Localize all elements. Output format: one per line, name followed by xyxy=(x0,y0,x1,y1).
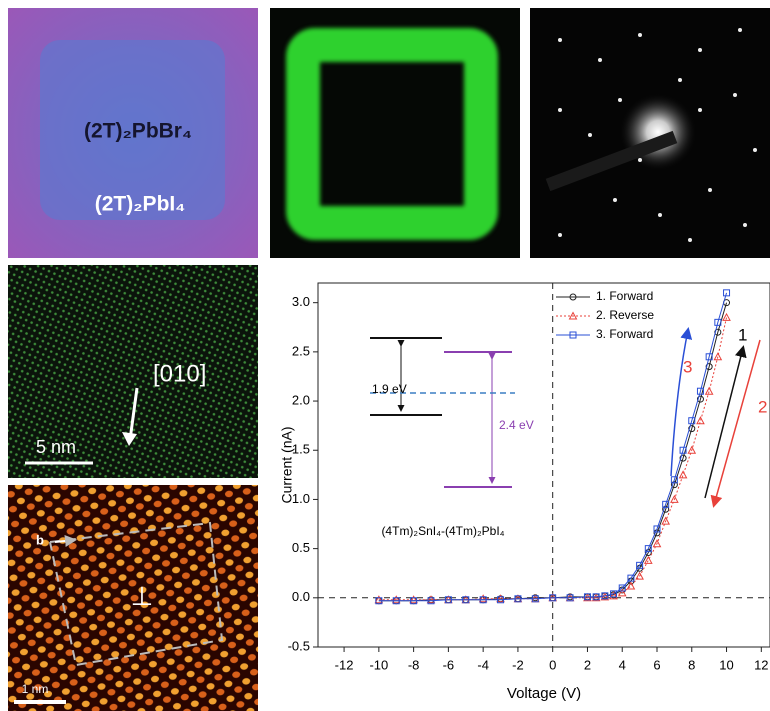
sweep-label: 3 xyxy=(683,357,692,376)
y-tick-label: 0.0 xyxy=(292,589,310,604)
x-tick-label: -10 xyxy=(369,657,388,672)
lattice-panel: [010] 5 nm xyxy=(8,265,258,478)
stem-panel: b ⊥ 1 nm xyxy=(8,485,258,711)
x-tick-label: -12 xyxy=(335,657,354,672)
page: (2T)₂PbBr₄ (2T)₂PbI₄ [010] 5 nm b ⊥ 1 nm xyxy=(0,0,770,711)
x-tick-label: 4 xyxy=(619,657,626,672)
gap-label: 2.4 eV xyxy=(499,418,534,432)
x-tick-label: -8 xyxy=(408,657,420,672)
x-axis-label: Voltage (V) xyxy=(507,685,581,702)
y-tick-label: 0.5 xyxy=(292,540,310,555)
diffraction-panel xyxy=(530,8,770,258)
y-tick-label: 3.0 xyxy=(292,294,310,309)
scale-label: 1 nm xyxy=(22,682,49,696)
x-tick-label: -4 xyxy=(477,657,489,672)
x-tick-label: 12 xyxy=(754,657,768,672)
x-tick-label: 6 xyxy=(653,657,660,672)
outer-label: (2T)₂PbI₄ xyxy=(95,193,186,216)
x-tick-label: 10 xyxy=(719,657,733,672)
x-tick-label: 8 xyxy=(688,657,695,672)
y-tick-label: 1.0 xyxy=(292,491,310,506)
sweep-label: 1 xyxy=(738,325,747,344)
gap-label: 1.9 eV xyxy=(372,382,407,396)
legend-label: 3. Forward xyxy=(596,327,653,341)
direction-label: [010] xyxy=(153,360,206,387)
scale-label: 5 nm xyxy=(36,437,76,457)
legend-label: 1. Forward xyxy=(596,289,653,303)
y-tick-label: -0.5 xyxy=(288,638,310,653)
heterostructure-label: (4Tm)₂SnI₄-(4Tm)₂PbI₄ xyxy=(381,524,504,538)
y-tick-label: 1.5 xyxy=(292,442,310,457)
iv-chart: Current (nA) Voltage (V) 1.9 eV 2.4 eV (… xyxy=(265,265,770,711)
sweep-label: 2 xyxy=(758,397,767,416)
figure: (2T)₂PbBr₄ (2T)₂PbI₄ [010] 5 nm b ⊥ 1 nm xyxy=(0,0,770,711)
x-tick-label: -6 xyxy=(443,657,455,672)
y-tick-label: 2.0 xyxy=(292,392,310,407)
dislocation: ⊥ xyxy=(131,581,154,611)
pl-panel xyxy=(270,8,520,258)
legend-label: 2. Reverse xyxy=(596,308,654,322)
composition-panel: (2T)₂PbBr₄ (2T)₂PbI₄ xyxy=(8,8,258,258)
x-tick-label: -2 xyxy=(512,657,524,672)
inner-label: (2T)₂PbBr₄ xyxy=(84,120,192,143)
y-tick-label: 2.5 xyxy=(292,343,310,358)
axis-label: b xyxy=(36,532,44,547)
x-tick-label: 0 xyxy=(549,657,556,672)
x-tick-label: 2 xyxy=(584,657,591,672)
